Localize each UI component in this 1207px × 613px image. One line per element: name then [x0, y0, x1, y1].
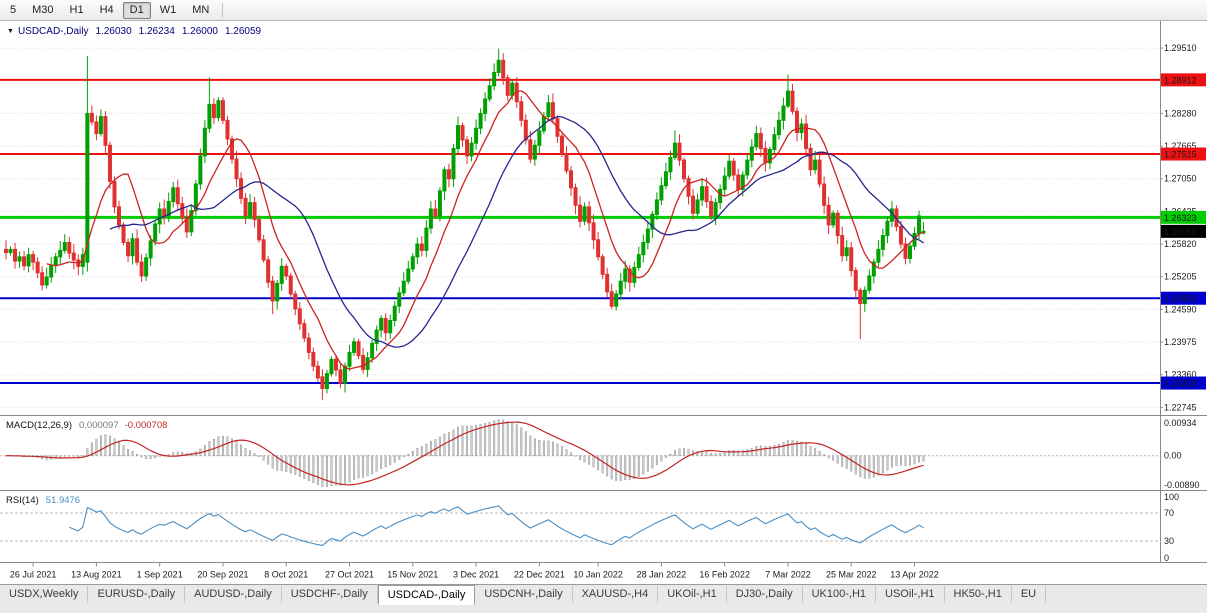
price-badge [1161, 224, 1206, 238]
svg-text:1.24590: 1.24590 [1164, 304, 1197, 314]
tab-usdcad-daily[interactable]: USDCAD-,Daily [377, 585, 476, 605]
svg-text:1.23360: 1.23360 [1164, 370, 1197, 380]
svg-text:10 Jan 2022: 10 Jan 2022 [573, 570, 623, 580]
svg-text:1.23975: 1.23975 [1164, 337, 1197, 347]
svg-text:0.00934: 0.00934 [1164, 418, 1197, 428]
chart-window: 1.295101.288951.282801.276651.270501.264… [0, 21, 1207, 584]
svg-text:1.23203: 1.23203 [1164, 379, 1197, 389]
tab-usoil-h1[interactable]: USOil-,H1 [876, 586, 945, 603]
macd-panel [0, 419, 1160, 488]
svg-text:1.27515: 1.27515 [1164, 150, 1197, 160]
tab-uk100-h1[interactable]: UK100-,H1 [803, 586, 877, 603]
svg-text:100: 100 [1164, 492, 1179, 502]
price-badge [1161, 291, 1206, 305]
svg-text:26 Jul 2021: 26 Jul 2021 [10, 570, 57, 580]
timeframe-button-d1[interactable]: D1 [122, 1, 151, 19]
svg-text:22 Dec 2021: 22 Dec 2021 [514, 570, 565, 580]
svg-text:13 Apr 2022: 13 Apr 2022 [890, 570, 939, 580]
price-badge [1161, 376, 1206, 390]
tab-hk50-h1[interactable]: HK50-,H1 [945, 586, 1012, 603]
svg-text:1.29510: 1.29510 [1164, 43, 1197, 53]
tab-eurusd-daily[interactable]: EURUSD-,Daily [88, 586, 186, 603]
svg-text:7 Mar 2022: 7 Mar 2022 [765, 570, 811, 580]
price-badge [1161, 210, 1206, 224]
svg-text:1.27665: 1.27665 [1164, 141, 1197, 151]
svg-text:15 Nov 2021: 15 Nov 2021 [387, 570, 438, 580]
svg-text:25 Mar 2022: 25 Mar 2022 [826, 570, 877, 580]
timeframe-toolbar: 5 M30 H1 H4 D1 W1 MN [0, 0, 1207, 21]
tab-dj30-daily[interactable]: DJ30-,Daily [727, 586, 803, 603]
candles-layer [4, 48, 926, 401]
svg-text:1.26323: 1.26323 [1164, 213, 1197, 223]
chart-canvas[interactable]: 1.295101.288951.282801.276651.270501.264… [0, 21, 1207, 584]
svg-text:13 Aug 2021: 13 Aug 2021 [71, 570, 122, 580]
ma-layer [46, 90, 924, 370]
svg-text:1.25820: 1.25820 [1164, 239, 1197, 249]
svg-text:1.24800: 1.24800 [1164, 294, 1197, 304]
svg-text:0.00: 0.00 [1164, 451, 1182, 461]
tab-ukoil-h1[interactable]: UKOil-,H1 [658, 586, 727, 603]
timeframe-button-mn[interactable]: MN [185, 2, 216, 19]
tab-xauusd-h4[interactable]: XAUUSD-,H4 [573, 586, 659, 603]
rsi-line [69, 505, 924, 546]
svg-text:1 Sep 2021: 1 Sep 2021 [137, 570, 183, 580]
svg-text:70: 70 [1164, 508, 1174, 518]
macd-signal-line [6, 421, 924, 486]
svg-text:1.26059: 1.26059 [1164, 227, 1197, 237]
svg-text:28 Jan 2022: 28 Jan 2022 [637, 570, 687, 580]
timeframe-button-h1[interactable]: H1 [63, 2, 91, 19]
price-badge [1161, 73, 1206, 87]
svg-text:1.27050: 1.27050 [1164, 174, 1197, 184]
rsi-panel [0, 505, 1160, 546]
timeframe-button-h4[interactable]: H4 [93, 2, 121, 19]
tab-eu[interactable]: EU [1012, 586, 1047, 603]
frame-layer [0, 21, 1207, 563]
moving-average-line [109, 116, 924, 348]
tab-audusd-daily[interactable]: AUDUSD-,Daily [185, 586, 282, 603]
svg-text:20 Sep 2021: 20 Sep 2021 [197, 570, 248, 580]
tab-usdchf-daily[interactable]: USDCHF-,Daily [282, 586, 378, 603]
svg-text:1.22745: 1.22745 [1164, 402, 1197, 412]
tab-usdx-weekly[interactable]: USDX,Weekly [0, 586, 89, 603]
timeframe-button-m30[interactable]: M30 [25, 2, 60, 19]
tab-usdcnh-daily[interactable]: USDCNH-,Daily [475, 586, 573, 603]
price-badge [1161, 147, 1206, 161]
svg-text:1.25205: 1.25205 [1164, 272, 1197, 282]
time-axis[interactable]: 26 Jul 2021 13 Aug 2021 1 Sep 2021 20 Sep 2… [10, 562, 939, 580]
grid-layer [0, 47, 1160, 408]
badges-layer: 1.28912 1.27515 1.26323 1.24800 1.23203 1.260… [1161, 73, 1206, 390]
moving-average-line [46, 90, 924, 370]
svg-text:8 Oct 2021: 8 Oct 2021 [264, 570, 308, 580]
svg-text:30: 30 [1164, 536, 1174, 546]
chart-tabbar: USDX,Weekly EURUSD-,Daily AUDUSD-,Daily USD… [0, 584, 1207, 613]
toolbar-separator [222, 3, 224, 17]
svg-text:3 Dec 2021: 3 Dec 2021 [453, 570, 499, 580]
svg-text:27 Oct 2021: 27 Oct 2021 [325, 570, 374, 580]
svg-text:1.28912: 1.28912 [1164, 75, 1197, 85]
hlines-layer [0, 78, 1160, 385]
price-axis[interactable]: 1.295101.288951.282801.276651.270501.264… [1160, 43, 1200, 563]
svg-text:0: 0 [1164, 553, 1169, 563]
svg-text:1.28280: 1.28280 [1164, 108, 1197, 118]
svg-text:16 Feb 2022: 16 Feb 2022 [699, 570, 750, 580]
svg-text:-0.00890: -0.00890 [1164, 480, 1200, 490]
timeframe-button-5[interactable]: 5 [3, 2, 23, 19]
timeframe-button-w1[interactable]: W1 [153, 2, 184, 19]
